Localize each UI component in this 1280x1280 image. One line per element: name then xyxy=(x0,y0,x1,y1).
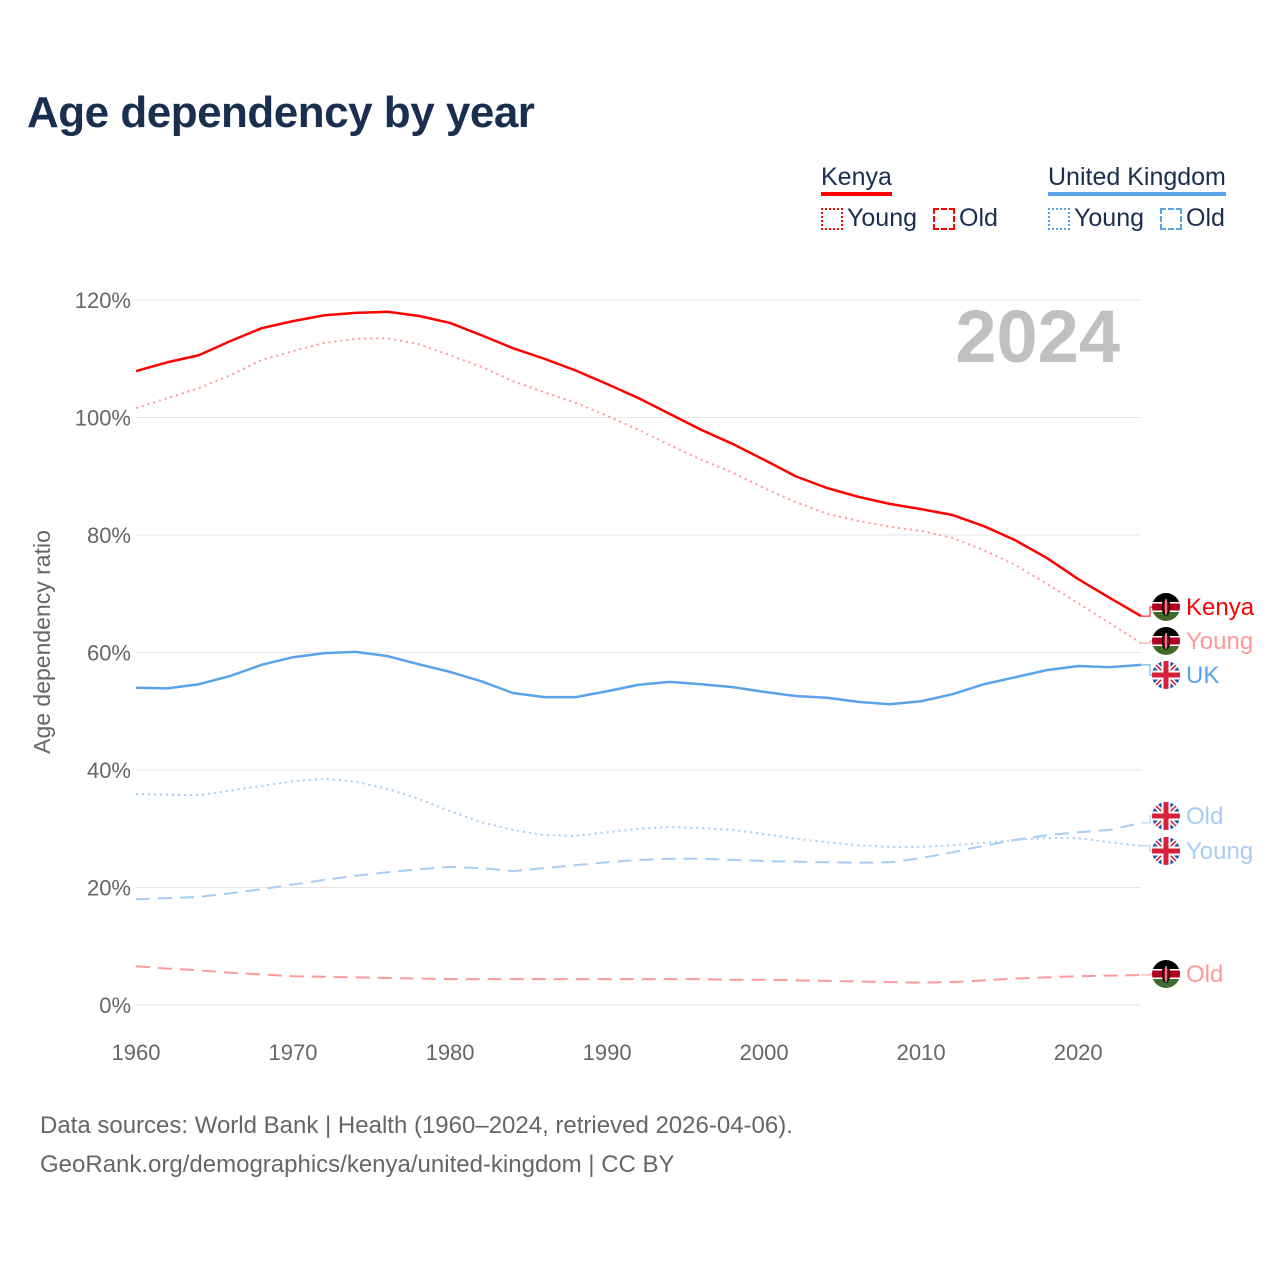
dashed-swatch-icon xyxy=(1160,207,1182,230)
legend-label: Young xyxy=(1074,204,1144,232)
uk-flag-icon xyxy=(1152,837,1180,865)
legend-uk: United Kingdom Young Old xyxy=(1048,162,1226,233)
series-line-3 xyxy=(135,821,1142,901)
kenya-flag-icon xyxy=(1152,627,1180,655)
legend-kenya-young: Young xyxy=(821,204,917,233)
series-end-label: Old xyxy=(1186,961,1223,988)
footer-sources: Data sources: World Bank | Health (1960–… xyxy=(40,1112,793,1139)
kenya-flag-icon xyxy=(1152,960,1180,988)
uk-flag-icon xyxy=(1152,661,1180,689)
series-line-2 xyxy=(135,650,1142,706)
series-end-label: UK xyxy=(1186,662,1219,689)
x-tick-label: 2010 xyxy=(897,1040,946,1065)
dotted-swatch-icon xyxy=(821,207,843,230)
legend-kenya-title: Kenya xyxy=(821,162,892,196)
uk-flag-icon xyxy=(1152,802,1180,830)
kenya-flag-icon xyxy=(1152,593,1180,621)
legend-uk-young: Young xyxy=(1048,204,1144,233)
y-tick-label: 100% xyxy=(75,406,131,431)
legend-uk-old: Old xyxy=(1160,204,1225,233)
legend-uk-title: United Kingdom xyxy=(1048,162,1226,196)
x-tick-label: 2000 xyxy=(740,1040,789,1065)
y-tick-label: 20% xyxy=(87,876,131,901)
x-tick-label: 1990 xyxy=(583,1040,632,1065)
legend-label: Old xyxy=(959,204,998,232)
series-line-1 xyxy=(135,337,1142,644)
x-tick-label: 1970 xyxy=(269,1040,318,1065)
y-tick-label: 120% xyxy=(75,288,131,313)
legend-label: Young xyxy=(847,204,917,232)
x-tick-label: 1960 xyxy=(112,1040,161,1065)
footer-link[interactable]: GeoRank.org/demographics/kenya/united-ki… xyxy=(40,1151,675,1178)
x-tick-label: 1980 xyxy=(426,1040,475,1065)
dashed-swatch-icon xyxy=(933,207,955,230)
y-tick-label: 0% xyxy=(99,993,131,1018)
series-line-5 xyxy=(135,965,1142,984)
footer: Data sources: World Bank | Health (1960–… xyxy=(40,1106,793,1184)
y-axis-label: Age dependency ratio xyxy=(29,530,55,754)
legend-label: Old xyxy=(1186,204,1225,232)
x-tick-label: 2020 xyxy=(1054,1040,1103,1065)
chart-title: Age dependency by year xyxy=(27,88,535,137)
series-end-label: Young xyxy=(1186,628,1253,655)
series-line-0 xyxy=(135,310,1142,618)
dotted-swatch-icon xyxy=(1048,207,1070,230)
series-end-label: Young xyxy=(1186,838,1253,865)
y-tick-label: 80% xyxy=(87,523,131,548)
line-chart: 0% 20% 40% 60% 80% 100% 120% 1960 1970 1980 1990 20… xyxy=(29,288,1255,1065)
y-tick-label: 60% xyxy=(87,641,131,666)
leader-line xyxy=(1141,664,1154,676)
series-end-label: Kenya xyxy=(1186,594,1255,621)
legend-kenya: Kenya Young Old xyxy=(821,162,998,233)
series-end-label: Old xyxy=(1186,803,1223,830)
y-tick-label: 40% xyxy=(87,758,131,783)
year-label: 2024 xyxy=(955,295,1120,378)
series-line-4 xyxy=(135,777,1142,848)
legend-kenya-old: Old xyxy=(933,204,998,233)
leader-line xyxy=(1141,606,1154,617)
